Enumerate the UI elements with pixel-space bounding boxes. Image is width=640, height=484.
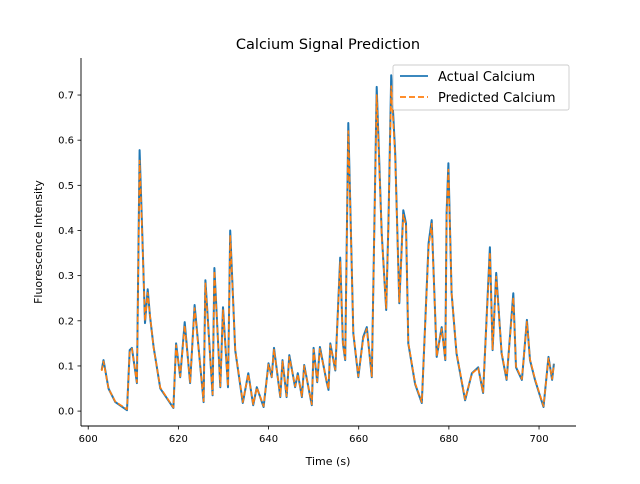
legend-box: [392, 64, 570, 111]
plot-area: [100, 74, 555, 412]
x-tick-label: 680: [439, 434, 458, 445]
y-tick-label: 0.3: [58, 271, 74, 282]
chart-title: Calcium Signal Prediction: [236, 37, 420, 53]
y-axis-label: Fluorescence Intensity: [32, 180, 45, 304]
y-tick-label: 0.2: [58, 316, 74, 327]
y-tick-label: 0.7: [58, 91, 74, 102]
legend-label-actual: Actual Calcium: [438, 70, 535, 85]
series-line-predicted: [100, 85, 555, 411]
y-tick-label: 0.0: [58, 407, 74, 418]
legend: Actual Calcium Predicted Calcium: [392, 64, 570, 111]
y-axis-ticks: 0.0 0.1 0.2 0.3 0.4 0.5 0.6 0.7: [58, 91, 81, 418]
y-tick-label: 0.6: [58, 136, 74, 147]
x-tick-label: 640: [259, 434, 278, 445]
x-tick-label: 600: [79, 434, 98, 445]
y-tick-label: 0.1: [58, 361, 74, 372]
series-line-actual: [100, 74, 555, 412]
y-tick-label: 0.5: [58, 181, 74, 192]
x-tick-label: 660: [349, 434, 368, 445]
y-tick-label: 0.4: [58, 226, 74, 237]
x-axis-ticks: 600 620 640 660 680 700: [79, 426, 549, 445]
legend-label-predicted: Predicted Calcium: [438, 91, 555, 106]
x-tick-label: 700: [529, 434, 548, 445]
x-axis-label: Time (s): [305, 455, 351, 468]
x-tick-label: 620: [169, 434, 188, 445]
